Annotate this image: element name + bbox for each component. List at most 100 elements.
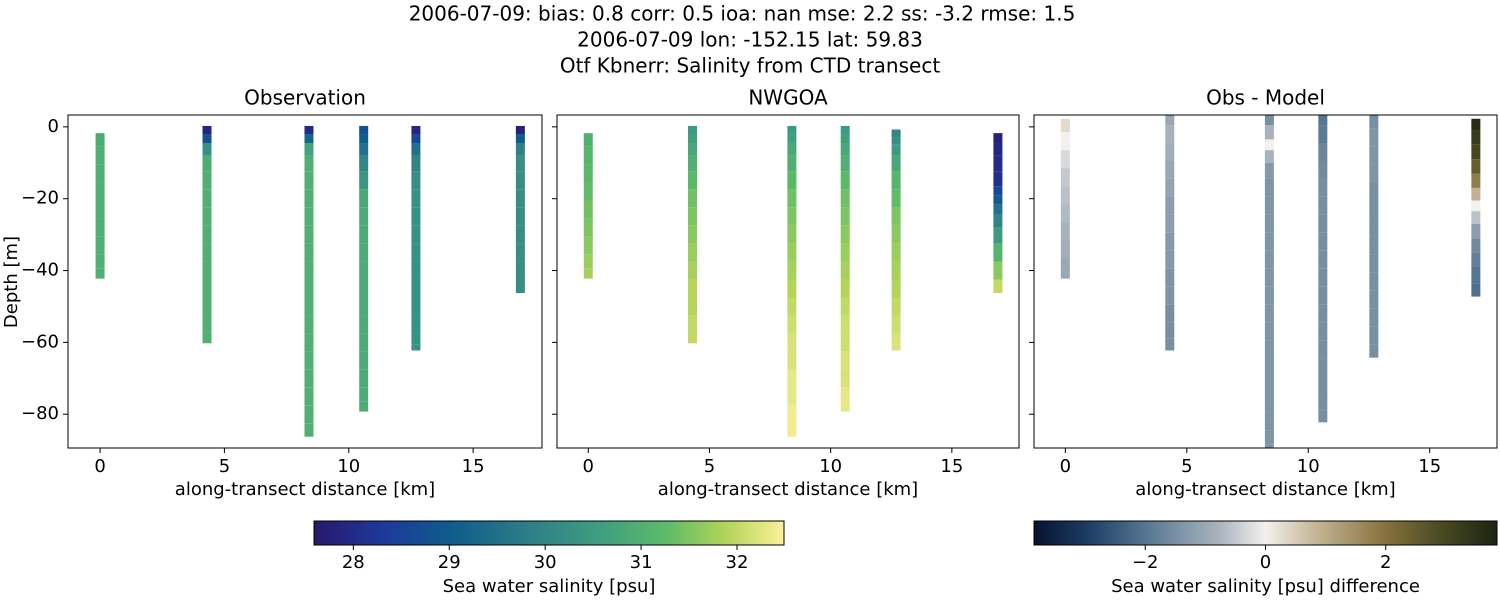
point bbox=[787, 315, 797, 334]
point bbox=[1060, 186, 1070, 205]
point bbox=[1318, 268, 1328, 287]
point bbox=[993, 204, 1003, 215]
point bbox=[1165, 250, 1175, 269]
point bbox=[202, 261, 212, 280]
point bbox=[359, 155, 369, 172]
point bbox=[787, 125, 797, 135]
title-line: 2006-07-09: bias: 0.8 corr: 0.5 ioa: nan… bbox=[409, 2, 1076, 26]
point bbox=[304, 423, 314, 437]
point bbox=[202, 331, 212, 344]
point bbox=[304, 207, 314, 226]
point bbox=[202, 315, 212, 332]
point bbox=[787, 351, 797, 370]
point bbox=[202, 207, 212, 226]
point bbox=[1264, 286, 1274, 305]
point bbox=[202, 143, 212, 156]
point bbox=[840, 351, 850, 370]
point bbox=[583, 200, 593, 219]
point bbox=[202, 243, 212, 262]
point bbox=[1369, 308, 1379, 327]
x-tick-label: 5 bbox=[704, 456, 715, 477]
point bbox=[1318, 232, 1328, 251]
point bbox=[840, 333, 850, 352]
point bbox=[202, 125, 212, 135]
point bbox=[515, 171, 525, 190]
point bbox=[687, 189, 697, 208]
point bbox=[1471, 223, 1481, 239]
point bbox=[515, 225, 525, 244]
point bbox=[583, 218, 593, 237]
point bbox=[787, 155, 797, 172]
x-tick-label: 15 bbox=[1418, 456, 1441, 477]
point bbox=[993, 279, 1003, 294]
point bbox=[359, 134, 369, 144]
point bbox=[1264, 412, 1274, 431]
point bbox=[1264, 162, 1274, 179]
point bbox=[359, 279, 369, 298]
point bbox=[993, 243, 1003, 262]
point bbox=[840, 315, 850, 334]
point bbox=[304, 155, 314, 172]
point bbox=[1318, 115, 1328, 126]
scatter-points bbox=[583, 125, 1003, 437]
point bbox=[687, 279, 697, 298]
point bbox=[304, 143, 314, 156]
point bbox=[1369, 326, 1379, 345]
point bbox=[515, 243, 525, 262]
point bbox=[95, 164, 105, 183]
point bbox=[304, 261, 314, 280]
x-tick-label: 10 bbox=[1297, 456, 1320, 477]
point bbox=[304, 405, 314, 424]
point bbox=[840, 134, 850, 144]
point bbox=[840, 401, 850, 412]
point bbox=[840, 261, 850, 280]
point bbox=[1369, 182, 1379, 201]
point bbox=[411, 333, 421, 345]
point bbox=[993, 227, 1003, 244]
point bbox=[1471, 266, 1481, 284]
point bbox=[202, 155, 212, 172]
point bbox=[515, 279, 525, 294]
point bbox=[1264, 358, 1274, 377]
point bbox=[1318, 304, 1328, 323]
point bbox=[1264, 444, 1274, 448]
colorbar-tick-label: 28 bbox=[342, 552, 365, 573]
point bbox=[359, 401, 369, 412]
point bbox=[840, 155, 850, 172]
point bbox=[1060, 257, 1070, 271]
point bbox=[1165, 143, 1175, 161]
point bbox=[993, 214, 1003, 228]
point bbox=[411, 261, 421, 280]
point bbox=[1264, 304, 1274, 323]
point bbox=[787, 189, 797, 208]
point bbox=[515, 155, 525, 172]
point bbox=[1318, 394, 1328, 411]
point bbox=[993, 143, 1003, 156]
point bbox=[787, 297, 797, 316]
point bbox=[687, 125, 697, 135]
point bbox=[515, 134, 525, 144]
y-tick-label: −40 bbox=[21, 260, 59, 281]
point bbox=[1264, 376, 1274, 395]
x-tick-label: 0 bbox=[583, 456, 594, 477]
point bbox=[1060, 118, 1070, 133]
point bbox=[95, 268, 105, 279]
point bbox=[304, 387, 314, 406]
colorbar bbox=[313, 520, 785, 546]
y-tick-label: −80 bbox=[21, 403, 59, 424]
x-tick-label: 10 bbox=[337, 456, 360, 477]
colorbar-tick-label: −2 bbox=[1132, 552, 1159, 573]
point bbox=[1318, 160, 1328, 179]
point bbox=[787, 207, 797, 226]
point bbox=[95, 218, 105, 237]
x-tick-label: 10 bbox=[819, 456, 842, 477]
point bbox=[1318, 178, 1328, 197]
colorbar-tick-label: 2 bbox=[1380, 552, 1391, 573]
point bbox=[359, 333, 369, 352]
point bbox=[304, 189, 314, 208]
point bbox=[1369, 146, 1379, 165]
point bbox=[1264, 178, 1274, 197]
point bbox=[1369, 254, 1379, 273]
point bbox=[1471, 173, 1481, 188]
x-tick-label: 0 bbox=[94, 456, 105, 477]
